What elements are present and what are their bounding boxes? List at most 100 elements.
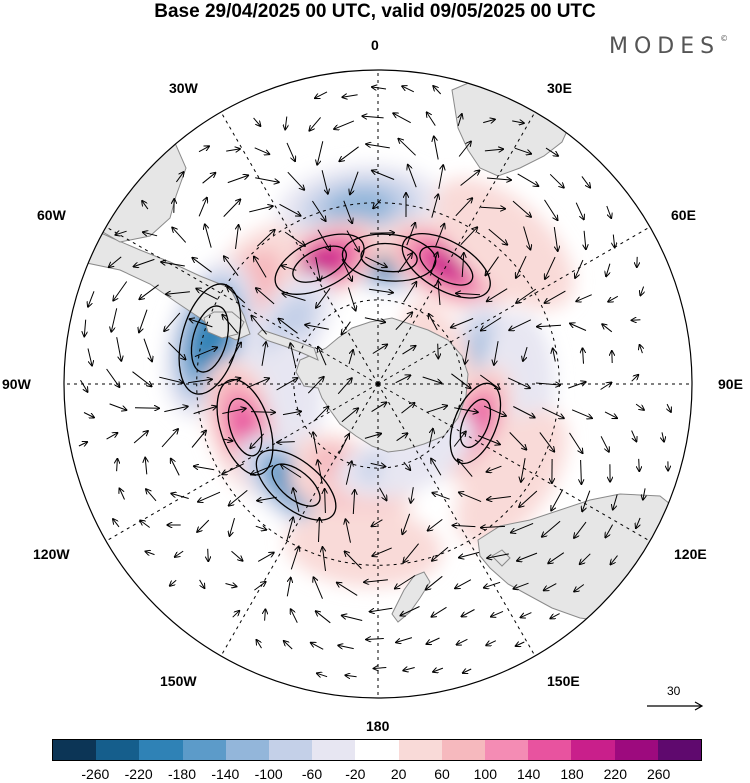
wind-vector	[459, 551, 480, 557]
wind-vector	[456, 293, 481, 294]
wind-vector	[313, 432, 318, 454]
wind-vector	[667, 403, 671, 412]
wind-vector	[321, 170, 328, 193]
wind-vector	[202, 173, 216, 184]
colorbar-tick-label: 100	[473, 766, 498, 782]
wind-vector	[337, 378, 352, 395]
wind-vector	[286, 517, 293, 541]
colorbar-segment	[269, 740, 313, 760]
wind-vector	[339, 146, 359, 161]
wind-vector	[550, 613, 560, 619]
wind-vector	[509, 319, 532, 330]
meridian-line	[377, 383, 536, 657]
wind-vector	[254, 147, 270, 154]
colorbar-tick-label: 180	[560, 766, 584, 782]
wind-vector	[113, 519, 120, 528]
wind-vector	[517, 173, 539, 186]
colorbar-segment	[182, 740, 226, 760]
wind-vector	[223, 199, 241, 217]
wind-vector	[544, 199, 558, 220]
wind-vector	[117, 459, 118, 472]
wind-vector	[545, 147, 558, 156]
wind-vector	[168, 342, 186, 360]
wind-vector	[463, 669, 472, 673]
wind-vector	[581, 459, 582, 484]
label-150w: 150W	[160, 673, 197, 689]
wind-vector	[315, 257, 321, 281]
meridian-line	[377, 226, 651, 385]
reference-vector-label: 30	[667, 684, 681, 698]
wind-vector	[345, 675, 357, 676]
meridian-line	[377, 111, 536, 385]
wind-vector	[600, 436, 609, 451]
wind-vector	[159, 376, 182, 383]
wind-vector	[196, 289, 218, 300]
wind-vector	[347, 287, 355, 311]
wind-vector	[143, 232, 158, 236]
field-level	[456, 409, 568, 547]
wind-vector	[192, 258, 212, 273]
label-60e: 60E	[671, 207, 696, 223]
wind-vector	[311, 643, 324, 650]
wind-vector	[370, 607, 393, 611]
wind-vector	[535, 383, 560, 385]
wind-vector	[318, 347, 327, 366]
wind-vector	[453, 525, 476, 526]
wind-vector	[133, 431, 148, 444]
reference-vector-arrow	[647, 701, 704, 711]
field-level	[427, 251, 465, 280]
wind-vector	[316, 611, 331, 624]
wind-vector	[164, 312, 181, 331]
wind-vector	[427, 637, 440, 644]
meridian-line	[105, 226, 379, 385]
wind-vector	[403, 461, 410, 470]
wind-vector	[277, 442, 295, 443]
wind-vector	[143, 338, 152, 362]
label-90w: 90W	[2, 376, 31, 392]
wind-vector	[88, 291, 95, 306]
wind-vector	[606, 263, 610, 277]
wind-vector	[458, 142, 471, 157]
colorbar-tick-label: -260	[81, 766, 110, 782]
wind-vector	[364, 580, 388, 582]
wind-vector	[480, 207, 505, 209]
label-150e: 150E	[547, 673, 580, 689]
meridian-line	[105, 383, 379, 542]
wind-vector	[222, 463, 245, 475]
wind-vector	[544, 583, 557, 591]
wind-vector	[403, 668, 415, 671]
colorbar-segment	[355, 740, 399, 760]
wind-vector	[401, 606, 420, 616]
wind-vector	[481, 317, 502, 331]
wind-vector	[432, 493, 450, 500]
tasmania	[491, 549, 511, 567]
wind-vector	[78, 442, 87, 446]
colorbar-tick-label: 20	[390, 766, 407, 782]
wind-vector	[142, 201, 149, 210]
wind-vector	[313, 407, 329, 422]
colorbar-segment	[528, 740, 572, 760]
wind-vector	[283, 294, 306, 301]
wind-vector	[513, 406, 534, 418]
wind-vector	[574, 521, 587, 538]
wind-vector	[246, 378, 269, 389]
wind-vector	[222, 409, 245, 414]
wind-vectors	[78, 86, 671, 677]
colorbar-segment	[657, 740, 702, 760]
wind-vector	[542, 520, 561, 537]
wind-vector	[569, 432, 583, 453]
wind-vector	[80, 379, 88, 392]
wind-vector	[451, 318, 474, 328]
wind-vector	[372, 171, 395, 180]
wind-vector	[317, 673, 328, 676]
wind-vector	[639, 458, 640, 471]
colorbar-tick-label: -140	[211, 766, 240, 782]
wind-vector	[611, 555, 618, 565]
wind-vector	[198, 198, 207, 217]
contour-ring	[419, 245, 474, 286]
wind-vector	[342, 321, 351, 335]
field-level	[324, 188, 395, 227]
wind-vector	[395, 575, 416, 589]
wind-vector	[613, 494, 618, 510]
wind-vector	[537, 325, 562, 326]
